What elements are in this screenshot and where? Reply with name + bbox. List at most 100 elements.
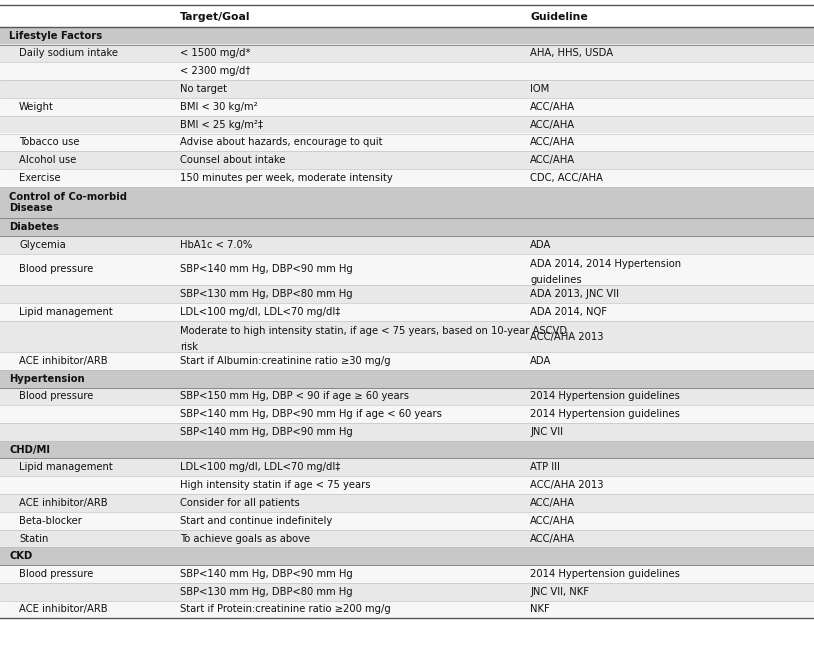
Text: AHA, HHS, USDA: AHA, HHS, USDA (530, 49, 613, 58)
Text: ACC/AHA 2013: ACC/AHA 2013 (530, 480, 603, 490)
Bar (0, 321, 814, 352)
Text: No target: No target (180, 84, 227, 94)
Text: Tobacco use: Tobacco use (19, 137, 80, 148)
Bar (0, 187, 814, 218)
Bar (0, 529, 814, 548)
Bar (0, 152, 814, 169)
Text: ACE inhibitor/ARB: ACE inhibitor/ARB (19, 498, 107, 508)
Text: ADA: ADA (530, 356, 551, 366)
Text: ACC/AHA: ACC/AHA (530, 137, 575, 148)
Text: 150 minutes per week, moderate intensity: 150 minutes per week, moderate intensity (180, 173, 393, 183)
Text: Diabetes: Diabetes (9, 222, 59, 232)
Bar (0, 512, 814, 529)
Bar (0, 98, 814, 115)
Text: ACC/AHA: ACC/AHA (530, 102, 575, 112)
Text: < 1500 mg/d*: < 1500 mg/d* (180, 49, 251, 58)
Text: BMI < 25 kg/m²‡: BMI < 25 kg/m²‡ (180, 119, 263, 130)
Text: HbA1c < 7.0%: HbA1c < 7.0% (180, 240, 252, 250)
Text: Moderate to high intensity statin, if age < 75 years, based on 10-year ASCVD: Moderate to high intensity statin, if ag… (180, 326, 567, 336)
Text: Alcohol use: Alcohol use (19, 155, 77, 165)
Bar (0, 601, 814, 619)
Bar (0, 45, 814, 62)
Text: Guideline: Guideline (530, 12, 588, 22)
Text: CDC, ACC/AHA: CDC, ACC/AHA (530, 173, 603, 183)
Bar (0, 352, 814, 370)
Text: ADA 2014, 2014 Hypertension: ADA 2014, 2014 Hypertension (530, 259, 681, 269)
Text: Glycemia: Glycemia (19, 240, 66, 250)
Bar (0, 476, 814, 494)
Text: Counsel about intake: Counsel about intake (180, 155, 286, 165)
Bar (0, 27, 814, 45)
Text: Statin: Statin (19, 533, 49, 544)
Bar (0, 441, 814, 459)
Text: LDL<100 mg/dl, LDL<70 mg/dl‡: LDL<100 mg/dl, LDL<70 mg/dl‡ (180, 307, 340, 317)
Text: 2014 Hypertension guidelines: 2014 Hypertension guidelines (530, 409, 680, 419)
Text: ADA 2013, JNC VII: ADA 2013, JNC VII (530, 289, 619, 299)
Text: CKD: CKD (9, 551, 33, 562)
Text: CHD/MI: CHD/MI (9, 445, 50, 455)
Text: SBP<140 mm Hg, DBP<90 mm Hg: SBP<140 mm Hg, DBP<90 mm Hg (180, 427, 352, 437)
Text: SBP<130 mm Hg, DBP<80 mm Hg: SBP<130 mm Hg, DBP<80 mm Hg (180, 289, 352, 299)
Bar (0, 134, 814, 152)
Text: SBP<140 mm Hg, DBP<90 mm Hg if age < 60 years: SBP<140 mm Hg, DBP<90 mm Hg if age < 60 … (180, 409, 442, 419)
Text: ACC/AHA 2013: ACC/AHA 2013 (530, 331, 603, 342)
Text: guidelines: guidelines (530, 275, 582, 285)
Text: Control of Co-morbid
Disease: Control of Co-morbid Disease (9, 192, 127, 213)
Text: Start if Protein:creatinine ratio ≥200 mg/g: Start if Protein:creatinine ratio ≥200 m… (180, 604, 391, 615)
Bar (0, 80, 814, 98)
Text: Exercise: Exercise (19, 173, 61, 183)
Text: Blood pressure: Blood pressure (19, 264, 94, 274)
Text: Weight: Weight (19, 102, 54, 112)
Bar (0, 370, 814, 388)
Text: NKF: NKF (530, 604, 549, 615)
Bar (0, 62, 814, 80)
Bar (0, 236, 814, 254)
Bar (0, 218, 814, 236)
Text: LDL<100 mg/dl, LDL<70 mg/dl‡: LDL<100 mg/dl, LDL<70 mg/dl‡ (180, 462, 340, 472)
Text: Consider for all patients: Consider for all patients (180, 498, 300, 508)
Text: Lipid management: Lipid management (19, 462, 113, 472)
Bar (0, 583, 814, 601)
Bar (0, 565, 814, 583)
Bar (0, 285, 814, 303)
Text: ACC/AHA: ACC/AHA (530, 155, 575, 165)
Bar (0, 5, 814, 27)
Text: JNC VII, NKF: JNC VII, NKF (530, 586, 589, 597)
Text: Blood pressure: Blood pressure (19, 392, 94, 401)
Bar (0, 405, 814, 423)
Text: BMI < 30 kg/m²: BMI < 30 kg/m² (180, 102, 258, 112)
Text: ACE inhibitor/ARB: ACE inhibitor/ARB (19, 604, 107, 615)
Text: ATP III: ATP III (530, 462, 560, 472)
Text: IOM: IOM (530, 84, 549, 94)
Text: SBP<130 mm Hg, DBP<80 mm Hg: SBP<130 mm Hg, DBP<80 mm Hg (180, 586, 352, 597)
Text: < 2300 mg/d†: < 2300 mg/d† (180, 66, 251, 76)
Text: ACE inhibitor/ARB: ACE inhibitor/ARB (19, 356, 107, 366)
Bar (0, 303, 814, 321)
Text: Advise about hazards, encourage to quit: Advise about hazards, encourage to quit (180, 137, 383, 148)
Text: Lifestyle Factors: Lifestyle Factors (9, 31, 103, 41)
Bar (0, 423, 814, 441)
Text: JNC VII: JNC VII (530, 427, 563, 437)
Text: Start and continue indefinitely: Start and continue indefinitely (180, 516, 332, 526)
Text: Lipid management: Lipid management (19, 307, 113, 317)
Bar (0, 548, 814, 565)
Text: risk: risk (180, 342, 198, 352)
Text: ACC/AHA: ACC/AHA (530, 498, 575, 508)
Text: Target/Goal: Target/Goal (180, 12, 251, 22)
Text: High intensity statin if age < 75 years: High intensity statin if age < 75 years (180, 480, 370, 490)
Bar (0, 459, 814, 476)
Bar (0, 115, 814, 134)
Text: SBP<140 mm Hg, DBP<90 mm Hg: SBP<140 mm Hg, DBP<90 mm Hg (180, 569, 352, 579)
Text: ADA: ADA (530, 240, 551, 250)
Text: Start if Albumin:creatinine ratio ≥30 mg/g: Start if Albumin:creatinine ratio ≥30 mg… (180, 356, 391, 366)
Text: Hypertension: Hypertension (9, 374, 85, 384)
Text: Daily sodium intake: Daily sodium intake (19, 49, 118, 58)
Text: 2014 Hypertension guidelines: 2014 Hypertension guidelines (530, 392, 680, 401)
Text: ACC/AHA: ACC/AHA (530, 533, 575, 544)
Bar (0, 388, 814, 405)
Text: ACC/AHA: ACC/AHA (530, 516, 575, 526)
Text: SBP<140 mm Hg, DBP<90 mm Hg: SBP<140 mm Hg, DBP<90 mm Hg (180, 264, 352, 274)
Bar (0, 169, 814, 187)
Text: SBP<150 mm Hg, DBP < 90 if age ≥ 60 years: SBP<150 mm Hg, DBP < 90 if age ≥ 60 year… (180, 392, 409, 401)
Text: ACC/AHA: ACC/AHA (530, 119, 575, 130)
